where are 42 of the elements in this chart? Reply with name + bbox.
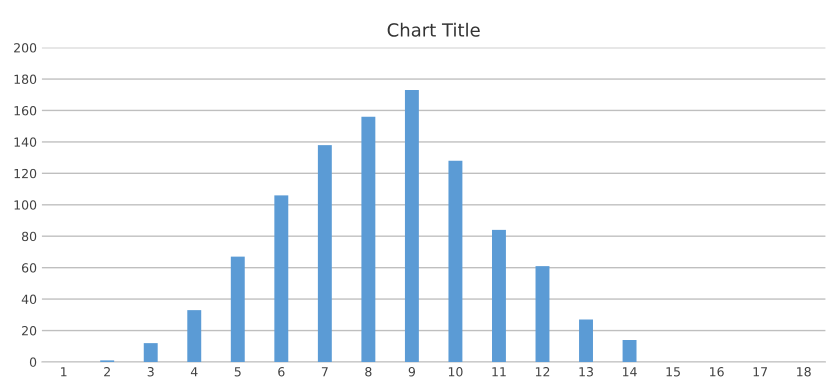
x-tick-label: 9 — [408, 367, 415, 376]
bar — [404, 90, 419, 362]
bar — [448, 160, 462, 362]
y-tick-label: 140 — [14, 137, 36, 147]
x-tick-label: 14 — [622, 367, 637, 376]
x-tick-label: 15 — [666, 367, 680, 376]
x-tick-label: 17 — [754, 367, 768, 376]
x-tick-label: 10 — [448, 367, 463, 376]
x-tick-label: 7 — [322, 367, 328, 376]
bar — [622, 340, 637, 362]
x-tick-label: 4 — [190, 367, 198, 376]
y-tick-label: 20 — [22, 326, 36, 336]
chart-title: Chart Title — [388, 22, 480, 37]
x-tick-label: 13 — [579, 367, 593, 376]
bar — [318, 145, 332, 362]
x-tick-label: 2 — [104, 367, 110, 376]
bar — [144, 343, 158, 362]
x-tick-label: 1 — [61, 367, 66, 376]
y-tick-label: 160 — [14, 106, 36, 116]
bar — [536, 266, 550, 362]
y-tick-label: 80 — [22, 232, 36, 242]
bar — [579, 320, 593, 362]
bar — [230, 256, 245, 362]
bar — [274, 195, 288, 362]
x-tick-label: 18 — [797, 367, 811, 376]
bar — [361, 116, 376, 362]
x-tick-label: 6 — [278, 367, 284, 376]
x-tick-label: 8 — [365, 367, 372, 376]
x-tick-label: 11 — [492, 367, 506, 376]
x-tick-label: 16 — [710, 367, 724, 376]
y-tick-label: 60 — [22, 263, 36, 273]
y-tick-label: 0 — [30, 357, 36, 367]
x-tick-label: 5 — [234, 367, 241, 376]
x-tick-label: 3 — [148, 367, 154, 376]
y-tick-label: 100 — [14, 200, 36, 210]
y-tick-label: 120 — [14, 168, 36, 178]
bar — [187, 310, 202, 362]
y-tick-label: 180 — [14, 74, 36, 84]
y-tick-label: 40 — [22, 294, 36, 304]
x-tick-label: 12 — [536, 367, 550, 376]
bar — [492, 230, 506, 362]
y-tick-label: 200 — [14, 43, 36, 53]
